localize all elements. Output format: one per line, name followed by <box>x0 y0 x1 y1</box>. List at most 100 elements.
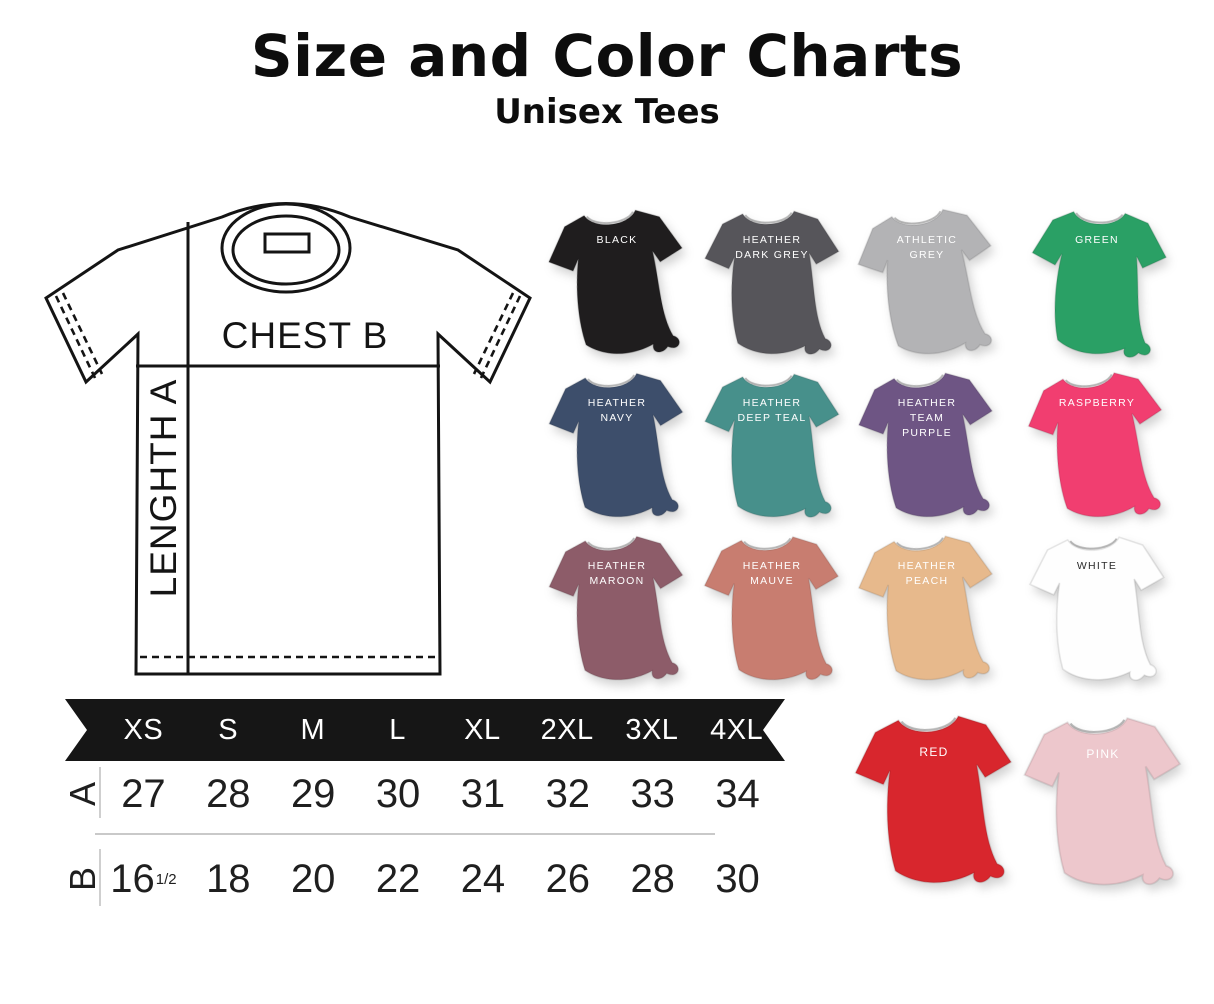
fraction: 1/2 <box>155 870 177 888</box>
tee-body <box>1027 371 1163 518</box>
size-banner-cells: XS S M L XL 2XL 3XL 4XL <box>101 714 779 747</box>
tshirt-color-label: RASPBERRY <box>1058 396 1136 409</box>
tshirt-color-label: GREEN <box>1075 233 1119 246</box>
tee-body <box>857 208 993 355</box>
cell-a-m: 29 <box>290 771 336 816</box>
size-l: L <box>389 713 406 746</box>
tee-neckline <box>1064 373 1113 388</box>
table-row-b: B 16 1/2 18 20 22 24 26 28 30 <box>61 840 780 918</box>
tee-neckline <box>743 537 792 550</box>
tee-neckline <box>587 374 635 387</box>
tee-body <box>703 210 840 355</box>
tee-body <box>1023 717 1182 886</box>
tee-neckline <box>586 211 634 224</box>
tee-body <box>547 209 684 355</box>
tee-body <box>548 372 684 518</box>
tshirt-black: BLACK <box>538 197 696 367</box>
tshirt-heather-peach: HEATHER PEACH <box>848 523 1006 693</box>
tshirt-shape <box>703 535 840 681</box>
collar-outer <box>220 202 352 294</box>
cell-a-s: 28 <box>206 771 251 816</box>
row-b-label: B <box>61 866 103 892</box>
tee-silhouette <box>44 202 532 676</box>
left-cuff-stitch <box>54 292 104 379</box>
tshirt-shape <box>857 208 993 355</box>
tshirt-shape <box>703 210 840 355</box>
tee-body <box>857 535 994 681</box>
tee-neckline <box>1069 719 1126 733</box>
tshirt-heather-dark-grey: HEATHER DARK GREY <box>693 197 851 367</box>
tshirt-color-label: ATHLETIC GREY <box>896 233 958 261</box>
tee-neckline <box>893 210 942 225</box>
row-a-label: A <box>61 781 103 807</box>
tee-body <box>703 535 840 681</box>
table-row-a: A 27 28 29 30 31 32 33 34 <box>61 758 780 830</box>
tshirt-heather-mauve: HEATHER MAUVE <box>693 523 851 693</box>
tshirt-shape <box>547 209 684 355</box>
tshirt-color-label: HEATHER MAUVE <box>742 559 802 587</box>
tee-neckline <box>587 537 635 550</box>
row-b-header: B <box>61 840 103 918</box>
tshirt-color-label: RED <box>919 744 949 759</box>
tshirt-raspberry: RASPBERRY <box>1018 360 1176 530</box>
tee-neckline <box>744 212 793 224</box>
cell-b-s: 18 <box>206 856 251 901</box>
tee-body <box>548 535 684 681</box>
right-cuff-stitch <box>472 292 522 379</box>
size-m: M <box>300 713 326 746</box>
cell-a-2xl: 32 <box>545 771 591 816</box>
chest-label: CHEST B <box>222 315 389 356</box>
cell-b-m: 20 <box>290 856 336 901</box>
cell-a-xs: 27 <box>121 771 166 816</box>
tshirt-green: GREEN <box>1018 197 1176 367</box>
tshirt-color-label: HEATHER PEACH <box>897 559 957 587</box>
tshirt-pink: PINK <box>1012 702 1194 900</box>
tshirt-shape <box>1027 371 1163 518</box>
tshirt-shape <box>1023 717 1182 886</box>
tshirt-heather-navy: HEATHER NAVY <box>538 360 696 530</box>
tshirt-white: WHITE <box>1018 523 1176 693</box>
page-subtitle: Unisex Tees <box>494 92 720 132</box>
tshirt-outline-drawing: CHEST B LENGHTH A <box>44 202 532 676</box>
size-s: S <box>218 713 239 746</box>
cell-a-4xl: 34 <box>715 771 760 816</box>
tshirt-shape <box>1031 210 1168 359</box>
size-xs: XS <box>123 713 164 746</box>
tee-neckline <box>896 537 944 550</box>
tshirt-heather-team-purple: HEATHER TEAM PURPLE <box>848 360 1006 530</box>
size-banner: XS S M L XL 2XL 3XL 4XL <box>65 699 785 761</box>
tshirt-shape <box>1028 536 1165 681</box>
tshirt-heather-deep-teal: HEATHER DEEP TEAL <box>693 360 851 530</box>
neck-tag <box>263 232 311 254</box>
table-row-divider <box>95 833 715 835</box>
cell-b-3xl: 28 <box>630 856 675 901</box>
cell-b-xl: 24 <box>460 856 506 901</box>
cell-b-xs: 16 1/2 <box>110 856 177 901</box>
size-2xl: 2XL <box>540 713 594 746</box>
collar-inner <box>231 214 341 286</box>
tshirt-color-label: WHITE <box>1076 559 1118 572</box>
cell-a-xl: 31 <box>460 771 506 816</box>
tee-neckline <box>1069 538 1118 550</box>
tshirt-color-label: HEATHER NAVY <box>587 396 647 424</box>
row-b-values: 16 1/2 18 20 22 24 26 28 30 <box>101 840 780 918</box>
tshirt-heather-maroon: HEATHER MAROON <box>538 523 696 693</box>
size-3xl: 3XL <box>625 713 679 746</box>
cell-b-2xl: 26 <box>545 856 591 901</box>
tshirt-shape <box>857 535 994 681</box>
tee-neckline <box>1075 212 1124 224</box>
cell-a-3xl: 33 <box>630 771 675 816</box>
tee-body <box>703 373 840 518</box>
tshirt-athletic-grey: ATHLETIC GREY <box>848 197 1006 367</box>
tshirt-color-label: HEATHER DARK GREY <box>735 233 809 261</box>
tshirt-shape <box>857 372 994 518</box>
tshirt-shape <box>703 373 840 518</box>
tshirt-color-label: HEATHER MAROON <box>587 559 647 587</box>
tshirt-shape <box>548 372 684 518</box>
tee-neckline <box>896 374 944 387</box>
tee-body <box>1028 536 1165 681</box>
tee-body <box>1031 210 1168 359</box>
size-4xl: 4XL <box>710 713 764 746</box>
row-a-header: A <box>61 758 103 830</box>
tshirt-shape <box>854 715 1013 884</box>
